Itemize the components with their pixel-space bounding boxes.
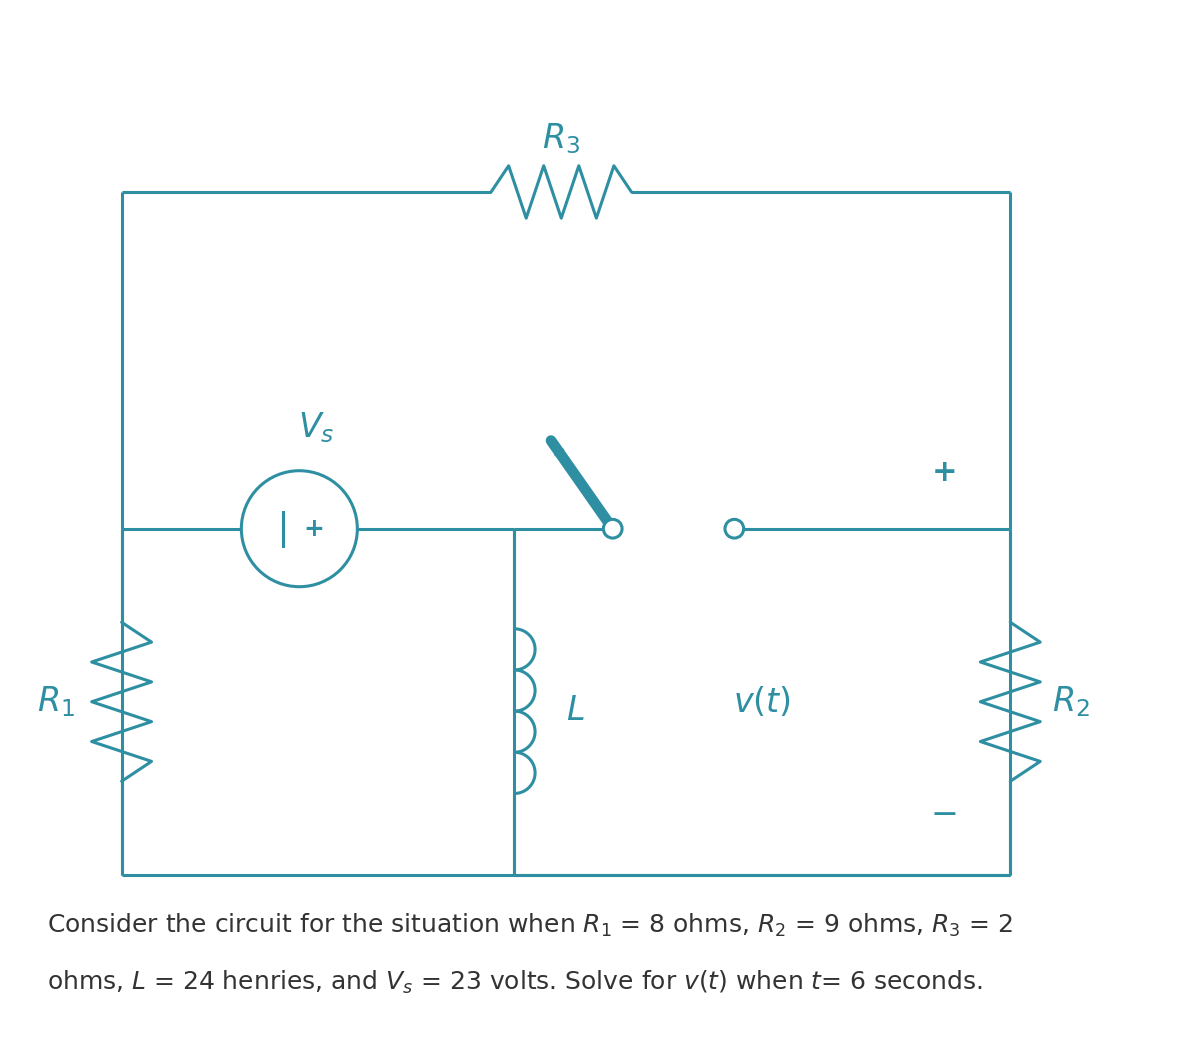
Text: $R_3$: $R_3$: [542, 122, 581, 156]
Text: ohms, $L$ = 24 henries, and $V_s$ = 23 volts. Solve for $v(t)$ when $t$= 6 secon: ohms, $L$ = 24 henries, and $V_s$ = 23 v…: [47, 968, 983, 996]
Text: $v(t)$: $v(t)$: [733, 685, 791, 719]
Text: $L$: $L$: [566, 695, 584, 727]
Text: −: −: [931, 797, 959, 831]
Text: $V_s$: $V_s$: [298, 410, 335, 445]
Circle shape: [604, 519, 622, 538]
Text: +: +: [302, 517, 324, 540]
Text: +: +: [932, 458, 958, 487]
Circle shape: [725, 519, 744, 538]
Text: Consider the circuit for the situation when $R_1$ = 8 ohms, $R_2$ = 9 ohms, $R_3: Consider the circuit for the situation w…: [47, 913, 1013, 940]
Text: $R_2$: $R_2$: [1052, 684, 1090, 720]
Text: $R_1$: $R_1$: [37, 684, 74, 720]
